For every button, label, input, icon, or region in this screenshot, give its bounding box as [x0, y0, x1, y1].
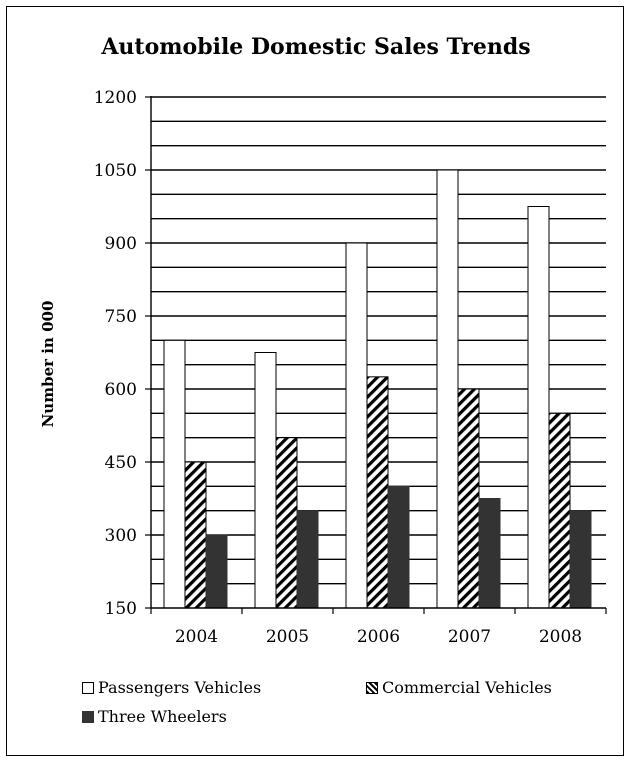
bar-commercial	[366, 376, 389, 609]
legend-item-commercial: Commercial Vehicles	[366, 678, 552, 697]
bar-commercial	[548, 412, 571, 609]
bar-passengers	[345, 242, 368, 609]
bar-commercial	[184, 461, 207, 609]
legend-label-passengers: Passengers Vehicles	[98, 678, 262, 697]
bar-three-wheelers	[569, 510, 592, 609]
bar-passengers	[527, 206, 550, 609]
y-tick-label: 450	[105, 453, 137, 473]
x-tick-label: 2008	[539, 627, 582, 647]
x-tick-label: 2007	[448, 627, 491, 647]
bar-three-wheelers	[387, 485, 410, 609]
bar-commercial	[457, 388, 480, 609]
bar-three-wheelers	[205, 534, 228, 609]
tick-labels: 150 300 450 600 750 900 1050 1200 2004 2005 2006 20…	[94, 88, 582, 647]
chart-title: Automobile Domestic Sales Trends	[101, 34, 531, 60]
y-tick-label: 1050	[94, 161, 137, 181]
bar-passengers	[436, 169, 459, 609]
legend-label-three-wheelers: Three Wheelers	[98, 707, 227, 726]
bars	[163, 169, 592, 609]
bar-commercial	[275, 437, 298, 609]
y-tick-label: 600	[105, 380, 137, 400]
x-tick-label: 2006	[357, 627, 400, 647]
y-tick-label: 900	[105, 234, 137, 254]
y-tick-label: 150	[105, 599, 137, 619]
legend-item-three-wheelers: Three Wheelers	[82, 707, 227, 726]
bar-passengers	[163, 339, 186, 609]
legend-label-commercial: Commercial Vehicles	[382, 678, 552, 697]
bar-three-wheelers	[296, 510, 319, 609]
y-tick-label: 750	[105, 307, 137, 327]
legend-swatch-commercial	[366, 681, 378, 694]
x-tick-label: 2004	[175, 627, 218, 647]
axes	[145, 96, 607, 614]
bar-passengers	[254, 352, 277, 609]
chart-frame	[6, 6, 624, 756]
bar-three-wheelers	[478, 498, 501, 609]
legend-swatch-passengers	[82, 681, 94, 694]
y-tick-label: 1200	[94, 88, 137, 108]
y-tick-label: 300	[105, 526, 137, 546]
legend-item-passengers: Passengers Vehicles	[82, 678, 261, 697]
x-tick-label: 2005	[266, 627, 309, 647]
legend-swatch-three-wheelers	[82, 710, 94, 723]
